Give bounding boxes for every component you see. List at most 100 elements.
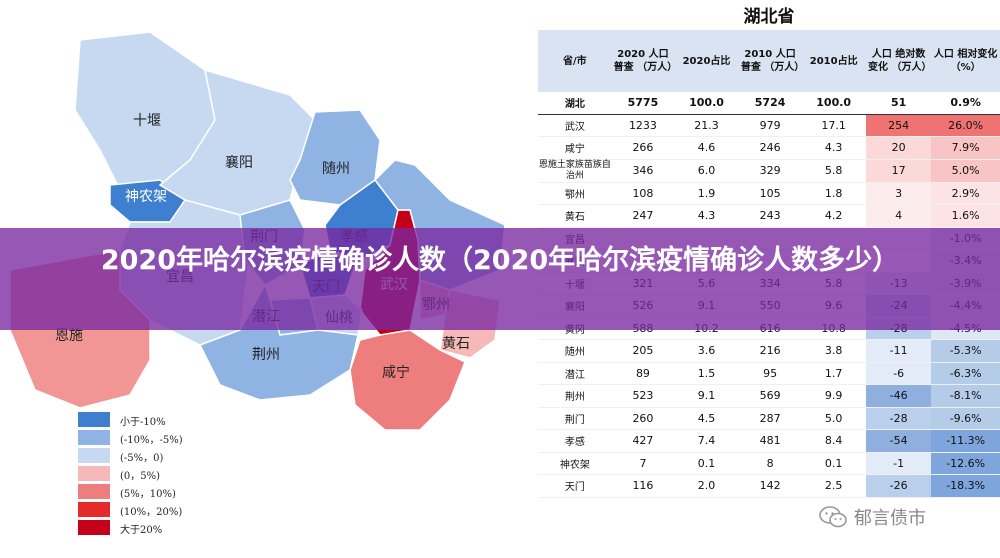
cell-2020-share: 21.3 <box>674 114 739 137</box>
cell-2020-share: 1.9 <box>674 182 739 205</box>
cell-abs-change: 4 <box>865 204 932 228</box>
legend-swatch <box>78 484 110 499</box>
cell-2020-share: 3.6 <box>674 339 739 363</box>
cell-2020-pop: 346 <box>611 159 675 183</box>
cell-2020-share: 4.6 <box>674 136 739 160</box>
cell-region: 湖北 <box>538 92 612 115</box>
cell-2010-pop: 246 <box>738 136 802 160</box>
legend-swatch <box>78 412 110 427</box>
legend-label: (10%，20%) <box>120 507 183 518</box>
map-label: 咸宁 <box>382 365 410 381</box>
cell-2020-share: 7.4 <box>674 429 739 453</box>
cell-region: 恩施土家族苗族自治州 <box>538 159 612 183</box>
cell-rel-change: 26.0% <box>931 114 1000 137</box>
cell-rel-change: -18.3% <box>931 474 1000 498</box>
cell-2020-share: 2.0 <box>674 474 739 498</box>
cell-abs-change: -26 <box>865 474 932 498</box>
cell-region: 孝感 <box>538 429 612 453</box>
region-xianning <box>349 329 466 431</box>
cell-2020-pop: 116 <box>611 474 675 498</box>
cell-region: 鄂州 <box>538 182 612 205</box>
cell-abs-change: -46 <box>865 384 932 408</box>
legend-label: (-10%，-5%) <box>120 435 183 446</box>
cell-2020-pop: 523 <box>611 384 675 408</box>
legend-swatch <box>78 520 110 535</box>
legend-swatch <box>78 430 110 445</box>
cell-abs-change: -54 <box>865 429 932 453</box>
cell-2020-pop: 7 <box>611 452 675 475</box>
cell-2010-share: 100.0 <box>801 92 866 115</box>
watermark-text: 郁言债市 <box>854 508 926 529</box>
title-banner: 2020年哈尔滨疫情确诊人数（2020年哈尔滨疫情确诊人数多少） <box>0 228 1000 330</box>
cell-rel-change: -6.3% <box>931 362 1000 385</box>
cell-abs-change: 17 <box>865 159 932 183</box>
legend-label: 小于-10% <box>120 417 166 428</box>
cell-region: 咸宁 <box>538 136 612 160</box>
map-label: 十堰 <box>133 113 161 129</box>
cell-2020-pop: 89 <box>611 362 675 385</box>
cell-2020-share: 6.0 <box>674 159 739 183</box>
cell-2010-share: 5.0 <box>801 407 866 430</box>
header-region: 省/市 <box>538 30 612 92</box>
header-2020-pop: 2020 人口普查 （万人） <box>611 30 677 92</box>
legend-label: (-5%，0) <box>120 453 164 464</box>
cell-region: 天门 <box>538 474 612 498</box>
cell-2020-share: 4.5 <box>674 407 739 430</box>
map-label: 随州 <box>322 161 350 177</box>
cell-2020-pop: 108 <box>611 182 675 205</box>
table-row: 黄石 247 4.3 243 4.2 4 1.6% <box>538 204 1000 228</box>
cell-2010-pop: 95 <box>738 362 802 385</box>
cell-abs-change: 51 <box>865 92 932 115</box>
cell-2010-pop: 979 <box>738 114 802 137</box>
cell-2010-pop: 569 <box>738 384 802 408</box>
wechat-icon <box>819 506 847 528</box>
cell-2010-pop: 8 <box>738 452 802 475</box>
table-row: 恩施土家族苗族自治州 346 6.0 329 5.8 17 5.0% <box>538 159 1000 183</box>
cell-2010-pop: 287 <box>738 407 802 430</box>
legend-swatch <box>78 466 110 481</box>
map-label: 襄阳 <box>225 155 253 171</box>
cell-2020-share: 1.5 <box>674 362 739 385</box>
cell-2010-share: 1.8 <box>801 182 866 205</box>
cell-2020-share: 100.0 <box>674 92 739 115</box>
map-label: 黄石 <box>442 336 470 352</box>
cell-rel-change: 5.0% <box>931 159 1000 183</box>
cell-2020-pop: 205 <box>611 339 675 363</box>
cell-2010-share: 8.4 <box>801 429 866 453</box>
legend-label: (5%，10%) <box>120 489 176 500</box>
cell-rel-change: -5.3% <box>931 339 1000 363</box>
table-row: 咸宁 266 4.6 246 4.3 20 7.9% <box>538 136 1000 160</box>
header-2010-pop: 2010 人口普查 （万人） <box>738 30 804 92</box>
legend-label: (0，5%) <box>120 471 161 482</box>
cell-region: 荆州 <box>538 384 612 408</box>
cell-2010-share: 4.2 <box>801 204 866 228</box>
table-header-row: 省/市 2020 人口普查 （万人） 2020占比 2010 人口普查 （万人）… <box>538 30 1000 92</box>
cell-abs-change: -6 <box>865 362 932 385</box>
cell-2010-pop: 105 <box>738 182 802 205</box>
table-row-total: 湖北 5775 100.0 5724 100.0 51 0.9% <box>538 92 1000 115</box>
cell-region: 荆门 <box>538 407 612 430</box>
cell-rel-change: 1.6% <box>931 204 1000 228</box>
map-label: 荆州 <box>252 347 280 363</box>
watermark: 郁言债市 <box>818 500 926 534</box>
cell-2020-share: 0.1 <box>674 452 739 475</box>
cell-2020-pop: 1233 <box>611 114 675 137</box>
cell-2010-pop: 481 <box>738 429 802 453</box>
map-label: 神农架 <box>125 189 167 205</box>
cell-2020-share: 4.3 <box>674 204 739 228</box>
cell-2010-pop: 5724 <box>738 92 802 115</box>
cell-2010-share: 1.7 <box>801 362 866 385</box>
cell-2020-pop: 5775 <box>611 92 675 115</box>
header-abs-change: 人口 绝对数 变化 （万人） <box>865 30 931 92</box>
cell-region: 随州 <box>538 339 612 363</box>
cell-abs-change: 254 <box>865 114 932 137</box>
cell-2020-share: 9.1 <box>674 384 739 408</box>
cell-rel-change: -9.6% <box>931 407 1000 430</box>
table-row: 武汉 1233 21.3 979 17.1 254 26.0% <box>538 114 1000 137</box>
cell-2010-pop: 329 <box>738 159 802 183</box>
map-label: 恩施 <box>55 328 83 344</box>
cell-rel-change: 2.9% <box>931 182 1000 205</box>
legend-label: 大于20% <box>120 525 163 536</box>
cell-2010-pop: 216 <box>738 339 802 363</box>
header-2010-share: 2010占比 <box>801 30 866 92</box>
